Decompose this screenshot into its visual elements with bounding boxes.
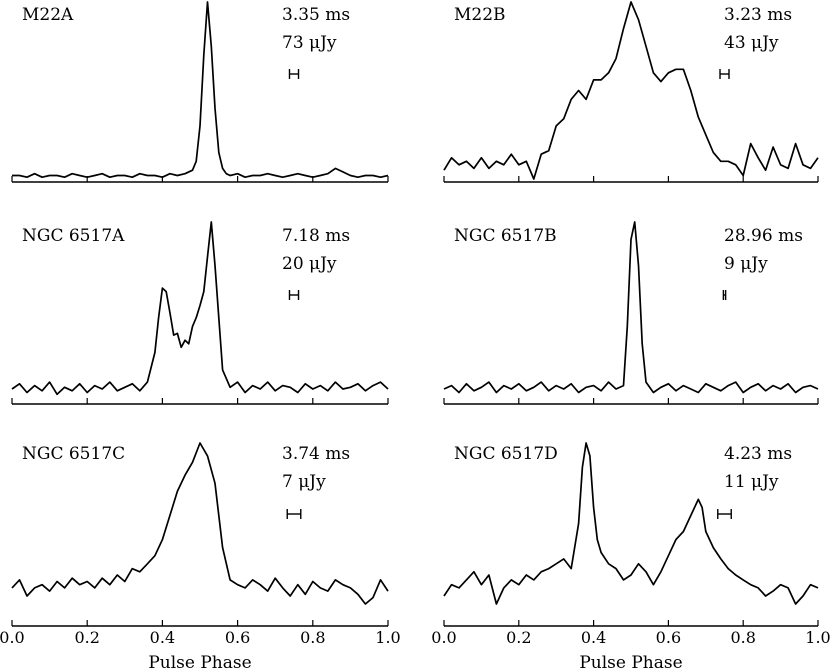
pulsar-name: NGC 6517B <box>454 226 557 246</box>
x-tick-label: 0.8 <box>300 628 325 647</box>
pulsar-name: NGC 6517C <box>22 444 125 464</box>
x-axis-title: Pulse Phase <box>148 653 251 670</box>
flux-density: 73 μJy <box>282 33 337 53</box>
pulse-profile-line <box>444 2 818 179</box>
resolution-errorbar <box>720 69 729 79</box>
pulse-profile-line <box>12 222 388 394</box>
pulse-period: 7.18 ms <box>282 226 350 246</box>
x-tick-label: 0.2 <box>506 628 531 647</box>
x-tick-label: 0.8 <box>730 628 755 647</box>
x-tick-label: 0.6 <box>656 628 681 647</box>
pulse-period: 3.74 ms <box>282 444 350 464</box>
x-tick-label: 0.6 <box>225 628 250 647</box>
flux-density: 43 μJy <box>724 33 779 53</box>
resolution-errorbar <box>289 290 298 300</box>
flux-density: 20 μJy <box>282 254 337 274</box>
resolution-errorbar <box>723 290 725 300</box>
resolution-errorbar <box>287 509 301 519</box>
panel-ngc-6517d: 0.0 0.2 0.4 0.6 0.8 1.0 Pulse Phase NGC 6517D 4.… <box>431 443 830 670</box>
x-tick-label: 1.0 <box>805 628 830 647</box>
x-tick-label: 1.0 <box>375 628 400 647</box>
pulse-period: 3.35 ms <box>282 5 350 25</box>
panel-ngc-6517b: NGC 6517B 28.96 ms 9 μJy <box>444 222 818 404</box>
pulsar-name: M22B <box>454 5 506 25</box>
x-tick-label: 0.0 <box>431 628 456 647</box>
x-tick-label: 0.4 <box>581 628 606 647</box>
pulse-profile-line <box>12 2 388 177</box>
x-tick-label: 0.0 <box>0 628 25 647</box>
panel-m22a: M22A 3.35 ms 73 μJy <box>12 2 388 182</box>
pulse-period: 4.23 ms <box>724 444 792 464</box>
pulsar-name: NGC 6517A <box>22 226 125 246</box>
panel-ngc-6517a: NGC 6517A 7.18 ms 20 μJy <box>12 222 388 404</box>
panel-ngc-6517c: 0.0 0.2 0.4 0.6 0.8 1.0 Pulse Phase NGC 6517C 3.… <box>0 443 401 670</box>
resolution-errorbar <box>289 69 298 79</box>
pulse-profile-line <box>12 443 388 604</box>
pulsar-name: NGC 6517D <box>454 444 558 464</box>
resolution-errorbar <box>718 509 731 519</box>
x-tick-label: 0.2 <box>74 628 99 647</box>
flux-density: 11 μJy <box>724 472 779 492</box>
x-tick-label: 0.4 <box>150 628 175 647</box>
pulse-period: 28.96 ms <box>724 226 803 246</box>
pulse-profile-line <box>444 222 818 393</box>
panel-m22b: M22B 3.23 ms 43 μJy <box>444 2 818 182</box>
pulsar-name: M22A <box>22 5 74 25</box>
x-axis-title: Pulse Phase <box>579 653 682 670</box>
pulse-profile-line <box>444 443 818 604</box>
flux-density: 7 μJy <box>282 472 326 492</box>
pulse-profile-figure: M22A 3.35 ms 73 μJy M22B 3.23 ms 43 μJy NGC 65… <box>0 0 830 670</box>
flux-density: 9 μJy <box>724 254 768 274</box>
pulse-period: 3.23 ms <box>724 5 792 25</box>
